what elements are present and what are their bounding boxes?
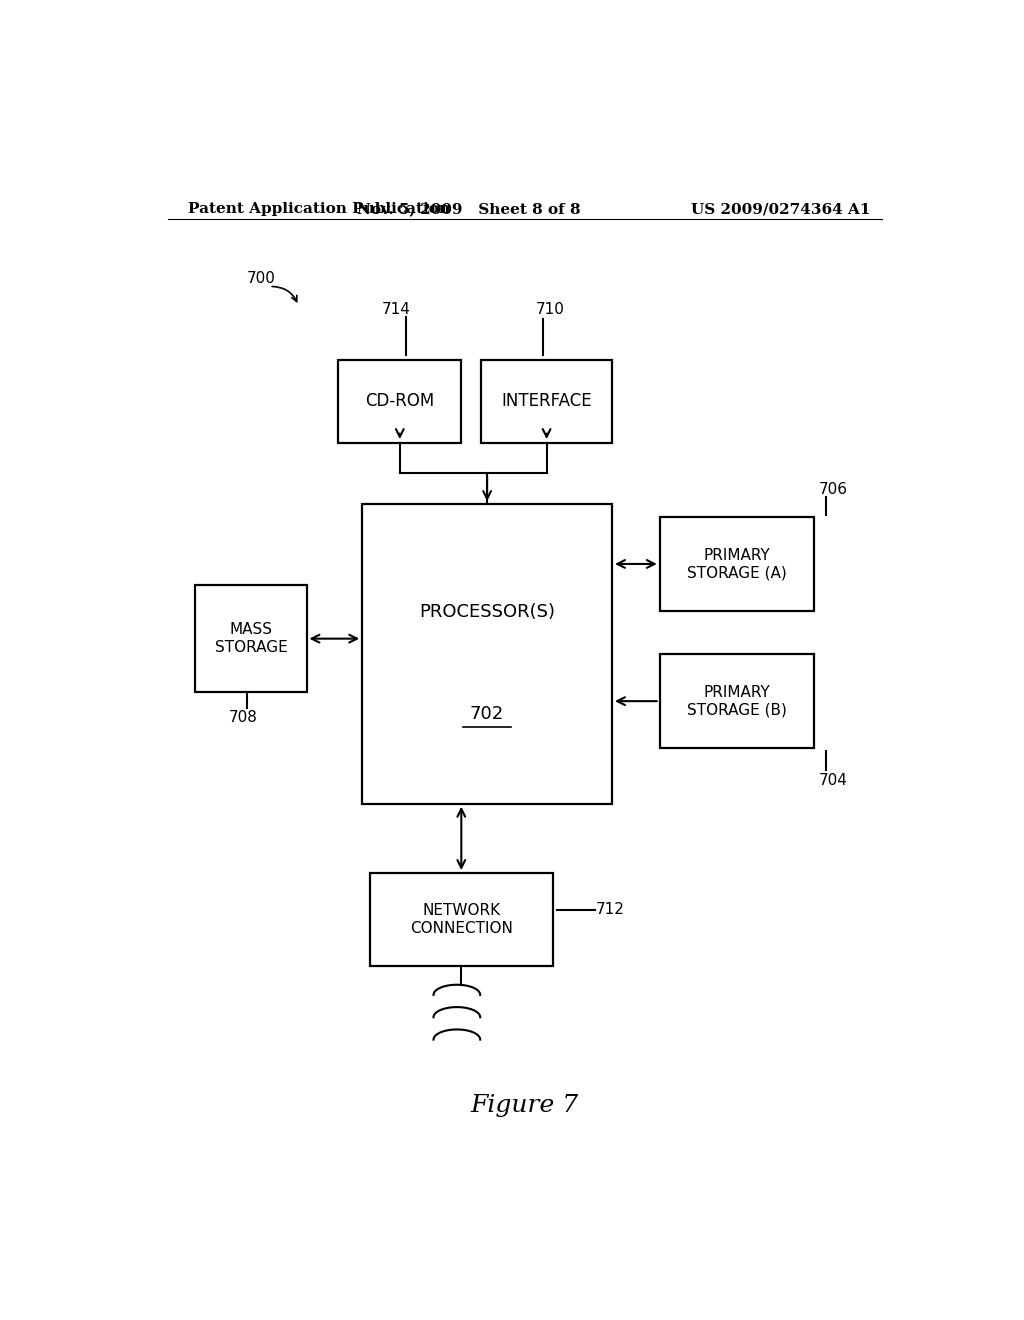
Bar (370, 873, 553, 966)
Bar (659, 517, 814, 611)
Bar (481, 359, 612, 444)
Text: 704: 704 (818, 774, 847, 788)
Text: PRIMARY
STORAGE (B): PRIMARY STORAGE (B) (687, 685, 787, 717)
Text: 700: 700 (247, 271, 275, 286)
Text: Nov. 5, 2009   Sheet 8 of 8: Nov. 5, 2009 Sheet 8 of 8 (357, 202, 581, 216)
Text: CD-ROM: CD-ROM (366, 392, 434, 411)
Text: PROCESSOR(S): PROCESSOR(S) (419, 603, 555, 620)
Text: PRIMARY
STORAGE (A): PRIMARY STORAGE (A) (687, 548, 787, 581)
Text: 706: 706 (818, 482, 848, 496)
Text: MASS
STORAGE: MASS STORAGE (215, 623, 288, 655)
Text: 702: 702 (470, 705, 504, 723)
Text: US 2009/0274364 A1: US 2009/0274364 A1 (690, 202, 870, 216)
Text: INTERFACE: INTERFACE (502, 392, 592, 411)
Text: 708: 708 (228, 710, 257, 725)
Bar (196, 585, 306, 692)
Text: Figure 7: Figure 7 (471, 1094, 579, 1117)
Text: 710: 710 (537, 302, 565, 317)
Bar (362, 504, 612, 804)
Text: 714: 714 (381, 302, 411, 317)
Bar (338, 359, 462, 444)
Text: NETWORK
CONNECTION: NETWORK CONNECTION (410, 903, 513, 936)
Bar (659, 655, 814, 748)
Text: Patent Application Publication: Patent Application Publication (187, 202, 450, 216)
Text: 712: 712 (596, 902, 625, 917)
